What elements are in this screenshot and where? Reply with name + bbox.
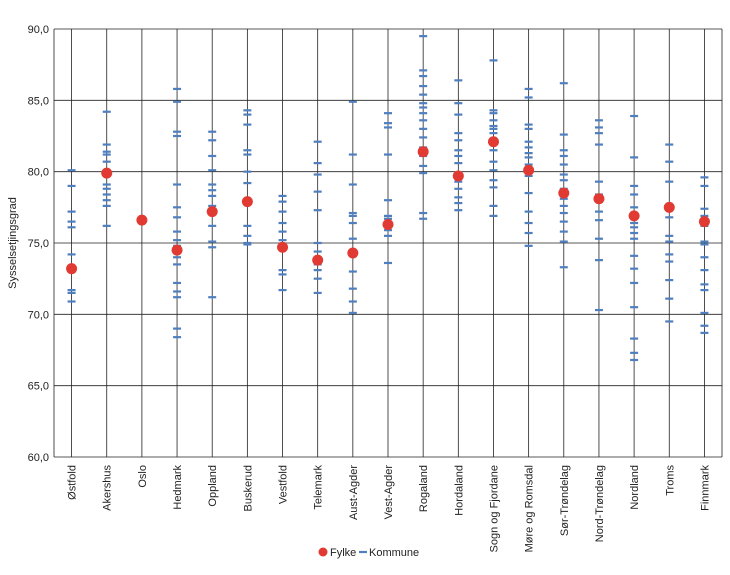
x-tick-label: Akershus [102, 465, 114, 511]
y-tick-label: 75,0 [28, 238, 49, 250]
y-tick-label: 65,0 [28, 381, 49, 393]
x-tick-label: Hordaland [453, 465, 465, 516]
x-tick-label: Aust-Agder [348, 465, 360, 520]
x-tick-label: Rogaland [418, 465, 430, 512]
fylke-point [698, 216, 710, 228]
x-tick-label: Vestfold [278, 465, 290, 504]
legend-fylke-marker [318, 547, 328, 557]
kommune-series [67, 35, 709, 362]
fylke-point [523, 164, 535, 176]
y-axis-title: Sysselsetjingsgrad [7, 197, 19, 289]
fylke-point [66, 263, 78, 275]
fylke-point [101, 167, 113, 179]
fylke-point [487, 136, 499, 148]
x-tick-label: Nordland [629, 465, 641, 510]
fylke-point [628, 210, 640, 222]
legend-kommune-label: Kommune [369, 547, 419, 559]
x-tick-label: Telemark [313, 465, 325, 510]
fylke-point [558, 187, 570, 199]
fylke-point [136, 214, 148, 226]
fylke-point [277, 241, 289, 253]
y-tick-label: 80,0 [28, 167, 49, 179]
x-tick-label: Østfold [67, 465, 79, 500]
fylke-point [382, 218, 394, 230]
y-tick-label: 90,0 [28, 24, 49, 36]
x-tick-label: Sør-Trøndelag [559, 465, 571, 536]
fylke-point [312, 254, 324, 266]
x-tick-label: Nord-Trøndelag [594, 465, 606, 542]
legend-fylke-label: Fylke [330, 547, 356, 559]
y-tick-label: 85,0 [28, 95, 49, 107]
grid [54, 28, 722, 458]
y-tick-label: 60,0 [28, 452, 49, 464]
legend: Fylke Kommune [318, 547, 419, 559]
x-tick-label: Troms [664, 465, 676, 496]
fylke-series [66, 136, 710, 275]
fylke-point [593, 193, 605, 205]
axes: 60,0 65,0 70,0 75,0 80,0 85,0 90,0 Østfold Akers… [28, 24, 723, 552]
x-tick-label: Oppland [207, 465, 219, 507]
fylke-point [171, 244, 183, 256]
x-tick-label: Oslo [137, 465, 149, 488]
x-tick-label: Sogn og Fjordane [488, 465, 500, 552]
fylke-point [417, 146, 429, 158]
y-tick-label: 70,0 [28, 309, 49, 321]
fylke-point [452, 170, 464, 182]
x-tick-label: Møre og Romsdal [524, 465, 536, 552]
x-tick-label: Vest-Agder [383, 465, 395, 520]
fylke-point [663, 201, 675, 213]
fylke-point [241, 196, 253, 208]
fylke-point [347, 247, 359, 259]
fylke-point [206, 206, 218, 218]
x-tick-label: Buskerud [242, 465, 254, 511]
x-tick-label: Finnmark [699, 465, 711, 511]
x-tick-label: Hedmark [172, 465, 184, 510]
